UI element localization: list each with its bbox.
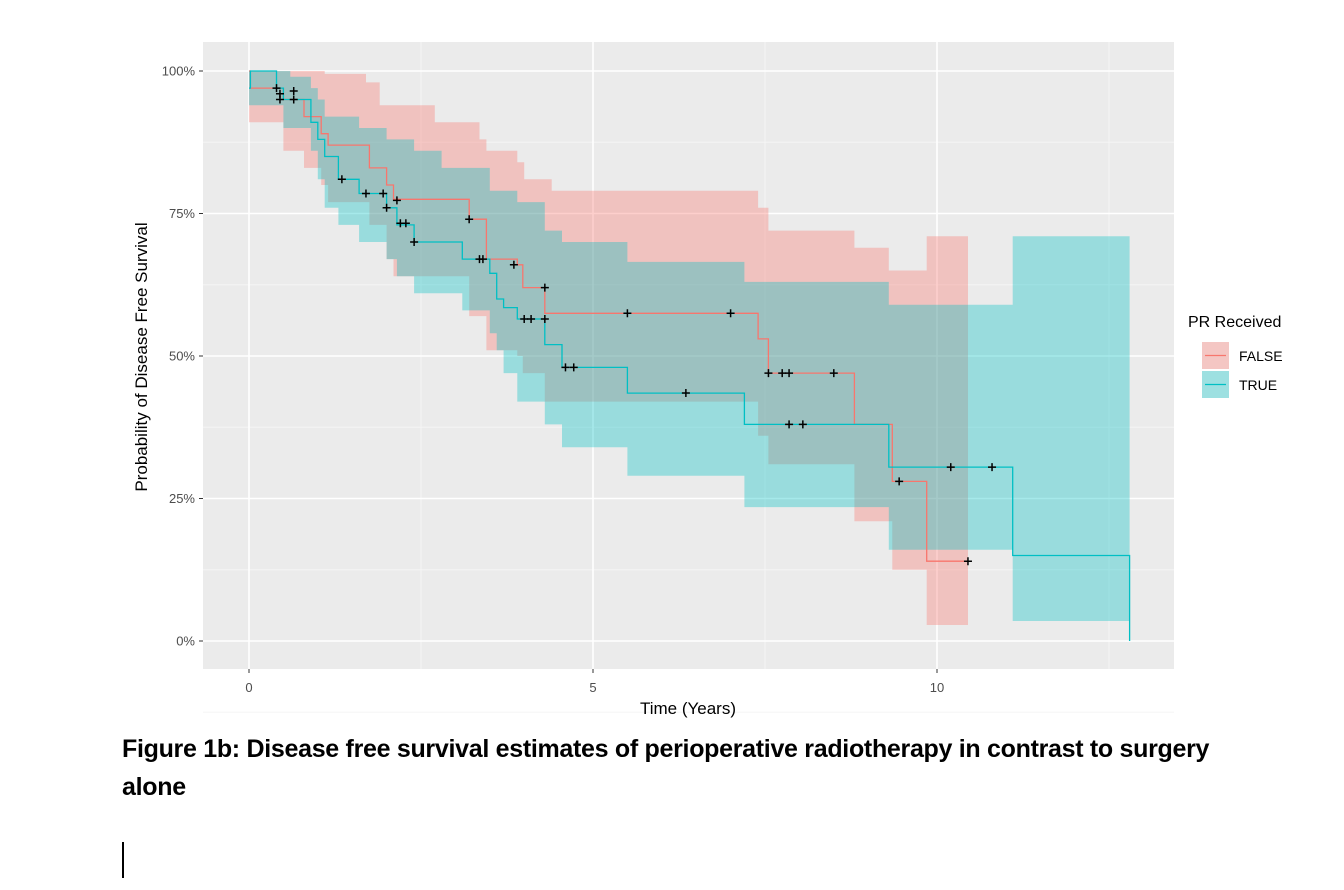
y-tick-label: 0%: [176, 634, 195, 649]
censor-mark: [289, 86, 298, 95]
censor-mark: [379, 189, 388, 198]
y-axis-title: Probability of Disease Free Survival: [132, 222, 151, 491]
censor-mark: [623, 309, 632, 318]
censor-mark: [275, 95, 284, 104]
censor-mark: [778, 369, 787, 378]
censor-mark: [988, 463, 997, 472]
censor-mark: [726, 309, 735, 318]
censor-mark: [829, 369, 838, 378]
x-axis-title: Time (Years): [640, 699, 736, 718]
censor-mark: [785, 369, 794, 378]
x-tick-label: 5: [589, 680, 596, 695]
censor-mark: [764, 369, 773, 378]
y-axis-ticks: 0% 25% 50% 75% 100%: [162, 64, 203, 649]
x-tick-label: 0: [245, 680, 252, 695]
text-cursor: [122, 842, 124, 878]
censor-mark: [798, 420, 807, 429]
survival-curve-false: [249, 70, 968, 562]
censor-mark: [561, 363, 570, 372]
censor-mark: [478, 255, 487, 264]
censor-mark: [681, 389, 690, 398]
x-axis-ticks: 0 5 10: [245, 669, 944, 695]
censor-mark: [569, 363, 578, 372]
censor-mark: [895, 477, 904, 486]
plot-panel: [203, 42, 1174, 713]
confidence-band-false: [249, 71, 968, 625]
y-tick-label: 50%: [169, 349, 195, 364]
censor-mark: [520, 314, 529, 323]
y-tick-label: 75%: [169, 206, 195, 221]
censor-mark: [540, 314, 549, 323]
y-tick-label: 25%: [169, 491, 195, 506]
y-tick-label: 100%: [162, 64, 196, 79]
legend: PR Received FALSE TRUE: [1188, 314, 1283, 398]
survival-curve-true: [249, 70, 1131, 641]
figure-caption: Figure 1b: Disease free survival estimat…: [122, 735, 1210, 801]
censor-mark: [540, 283, 549, 292]
km-chart: 0% 25% 50% 75% 100% 0 5 10 Time (Years) Probab…: [132, 42, 1283, 718]
censor-mark: [337, 175, 346, 184]
censor-mark: [785, 420, 794, 429]
censor-mark: [946, 463, 955, 472]
censor-mark: [963, 557, 972, 566]
censor-mark: [392, 196, 401, 205]
censor-mark: [410, 238, 419, 246]
censor-mark: [272, 84, 281, 93]
censor-mark: [382, 203, 391, 212]
legend-label-false: FALSE: [1239, 348, 1283, 364]
censor-mark: [465, 215, 474, 224]
x-tick-label: 10: [930, 680, 944, 695]
censor-mark: [509, 260, 518, 269]
censor-mark: [289, 95, 298, 104]
censor-mark: [361, 189, 370, 198]
censor-mark: [401, 219, 410, 228]
legend-title: PR Received: [1188, 314, 1281, 331]
legend-label-true: TRUE: [1239, 377, 1277, 393]
censor-mark: [527, 314, 536, 323]
